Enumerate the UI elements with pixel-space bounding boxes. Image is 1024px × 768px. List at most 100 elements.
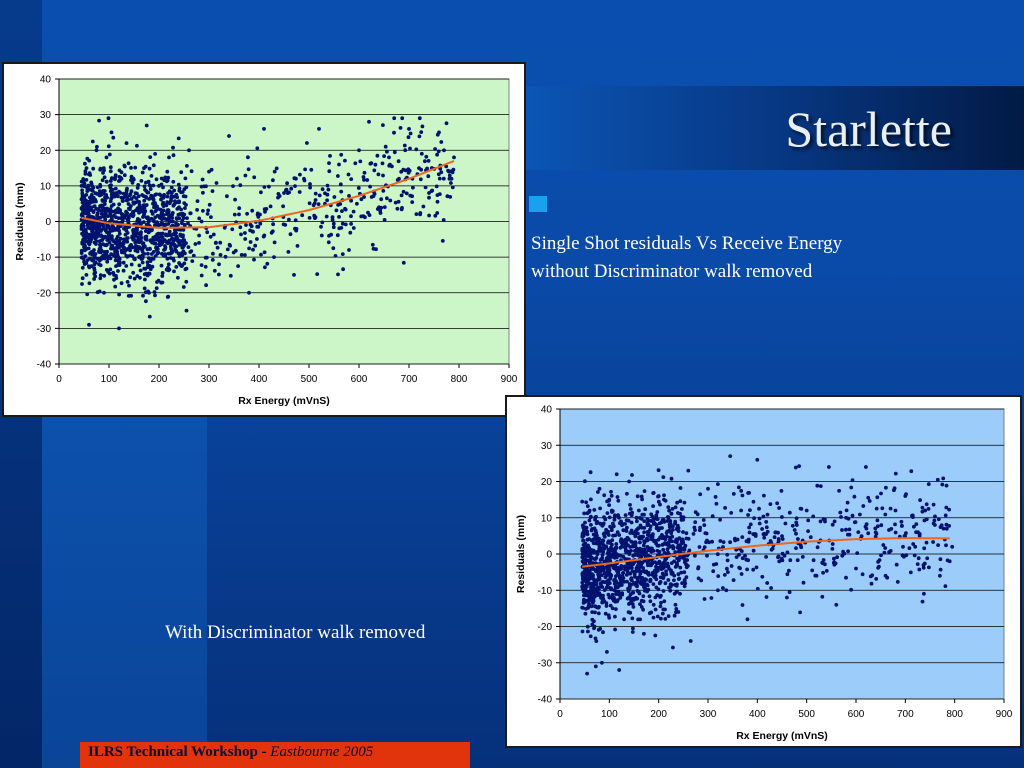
chart1-data-point [103, 194, 108, 199]
chart1-data-point [404, 191, 409, 196]
chart2-points [580, 454, 955, 676]
chart1-data-point [359, 197, 364, 202]
chart1-data-point [367, 119, 371, 124]
chart1-data-point [188, 250, 193, 254]
chart1-data-point [101, 227, 106, 231]
chart2-data-point [619, 519, 623, 524]
chart2-data-point [912, 553, 917, 558]
chart1-data-point [351, 209, 356, 214]
chart1-data-point [160, 274, 165, 278]
chart2-data-point [931, 540, 935, 544]
chart1-data-point [320, 220, 325, 225]
chart2-data-point [596, 572, 600, 577]
chart1-data-point [186, 221, 190, 226]
chart2-data-point [740, 535, 745, 539]
chart2-data-point [792, 528, 797, 532]
chart1-data-point [143, 229, 148, 234]
chart2-data-point [637, 536, 642, 541]
chart1-data-point [80, 188, 84, 193]
chart1-data-point [91, 209, 96, 214]
chart1-data-point [152, 241, 157, 246]
chart2-data-point [671, 645, 675, 650]
chart2-data-point [944, 543, 948, 548]
chart2-data-point [586, 598, 591, 603]
chart2-data-point [594, 639, 599, 643]
chart1-data-point [141, 293, 145, 298]
chart2-data-point [787, 568, 791, 573]
chart2-data-point [659, 567, 664, 571]
chart2-data-point [656, 494, 661, 498]
chart2-data-point [639, 598, 644, 603]
chart2-data-point [631, 626, 635, 631]
chart2-data-point [605, 583, 610, 587]
chart2-data-point [693, 528, 697, 532]
chart1-data-point [164, 203, 169, 208]
chart1-data-point [208, 234, 213, 239]
chart2-data-point [793, 465, 798, 470]
chart2-data-point [845, 500, 850, 505]
chart2-data-point [806, 529, 810, 533]
chart1-data-point [80, 276, 85, 281]
chart2-data-point [655, 517, 660, 521]
chart2-data-point [693, 553, 697, 558]
chart2-data-point [614, 472, 619, 477]
chart2-data-point [599, 595, 603, 600]
chart2-data-point [664, 542, 669, 547]
chart1-data-point [212, 268, 217, 273]
chart2-y-tick-label: -10 [538, 586, 553, 597]
chart2-data-point [650, 535, 655, 539]
chart2-data-point [936, 517, 941, 522]
chart1-data-point [313, 191, 318, 196]
chart1-data-point [331, 246, 336, 251]
chart2-data-point [846, 532, 850, 537]
chart2-data-point [659, 600, 663, 605]
chart2-data-point [844, 527, 848, 532]
chart1-data-point [358, 159, 363, 164]
chart1-data-point [114, 264, 118, 268]
chart1-data-point [243, 237, 248, 241]
chart2-data-point [752, 516, 756, 521]
chart2-data-point [775, 501, 779, 506]
chart1-data-point [167, 155, 171, 160]
chart2-data-point [659, 616, 663, 621]
chart1-data-point [137, 246, 142, 251]
chart1-data-point [132, 237, 136, 242]
chart1-data-point [255, 211, 260, 216]
chart1-data-point [127, 283, 131, 288]
chart1-data-point [160, 251, 164, 256]
chart1-data-point [174, 265, 179, 269]
chart2-data-point [612, 517, 617, 522]
chart2-data-point [605, 511, 610, 515]
chart1-data-point [237, 206, 242, 211]
chart1-data-point [262, 207, 267, 212]
chart2-data-point [593, 557, 598, 561]
chart1-data-point [337, 162, 341, 167]
chart1-data-point [101, 171, 105, 175]
chart2-data-point [760, 527, 764, 531]
chart2-data-point [765, 581, 770, 585]
chart2-data-point [665, 547, 670, 552]
chart2-data-point [643, 507, 648, 512]
chart1-data-point [95, 257, 100, 261]
chart2-data-point [931, 502, 936, 507]
chart1-data-point [101, 189, 105, 193]
chart2-data-point [924, 517, 929, 522]
chart2-data-point [827, 465, 831, 469]
chart2-data-point [622, 564, 627, 569]
chart2-data-point [646, 538, 650, 542]
chart1-data-point [439, 140, 444, 144]
chart1-x-tick-label: 700 [401, 374, 418, 385]
chart1-data-point [88, 256, 92, 261]
chart1-data-point [204, 184, 208, 189]
chart2-data-point [683, 581, 688, 586]
chart1-data-point [109, 176, 114, 181]
chart1-data-point [97, 118, 101, 123]
chart1-data-point [86, 222, 91, 227]
chart2-data-point [911, 542, 916, 546]
chart1-data-point [82, 248, 87, 253]
chart2-data-point [785, 550, 790, 555]
chart2-data-point [662, 599, 667, 604]
chart2-data-point [666, 505, 671, 509]
chart1-data-point [99, 208, 104, 213]
